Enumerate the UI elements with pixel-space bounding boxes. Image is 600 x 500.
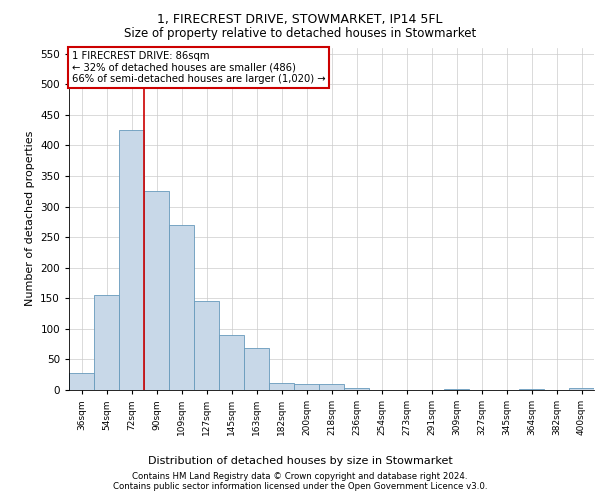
Text: 1, FIRECREST DRIVE, STOWMARKET, IP14 5FL: 1, FIRECREST DRIVE, STOWMARKET, IP14 5FL <box>157 12 443 26</box>
Y-axis label: Number of detached properties: Number of detached properties <box>25 131 35 306</box>
Bar <box>219 335 244 390</box>
Bar <box>94 295 119 390</box>
Text: Size of property relative to detached houses in Stowmarket: Size of property relative to detached ho… <box>124 28 476 40</box>
Bar <box>169 225 194 390</box>
Bar <box>119 130 144 390</box>
Bar <box>294 384 319 390</box>
Bar <box>269 382 294 390</box>
Text: 1 FIRECREST DRIVE: 86sqm
← 32% of detached houses are smaller (486)
66% of semi-: 1 FIRECREST DRIVE: 86sqm ← 32% of detach… <box>71 51 325 84</box>
Bar <box>244 348 269 390</box>
Bar <box>194 302 219 390</box>
Text: Contains HM Land Registry data © Crown copyright and database right 2024.: Contains HM Land Registry data © Crown c… <box>132 472 468 481</box>
Text: Distribution of detached houses by size in Stowmarket: Distribution of detached houses by size … <box>148 456 452 466</box>
Bar <box>319 384 344 390</box>
Text: Contains public sector information licensed under the Open Government Licence v3: Contains public sector information licen… <box>113 482 487 491</box>
Bar <box>444 389 469 390</box>
Bar <box>144 191 169 390</box>
Bar <box>569 388 594 390</box>
Bar <box>519 389 544 390</box>
Bar <box>344 388 369 390</box>
Bar <box>69 374 94 390</box>
